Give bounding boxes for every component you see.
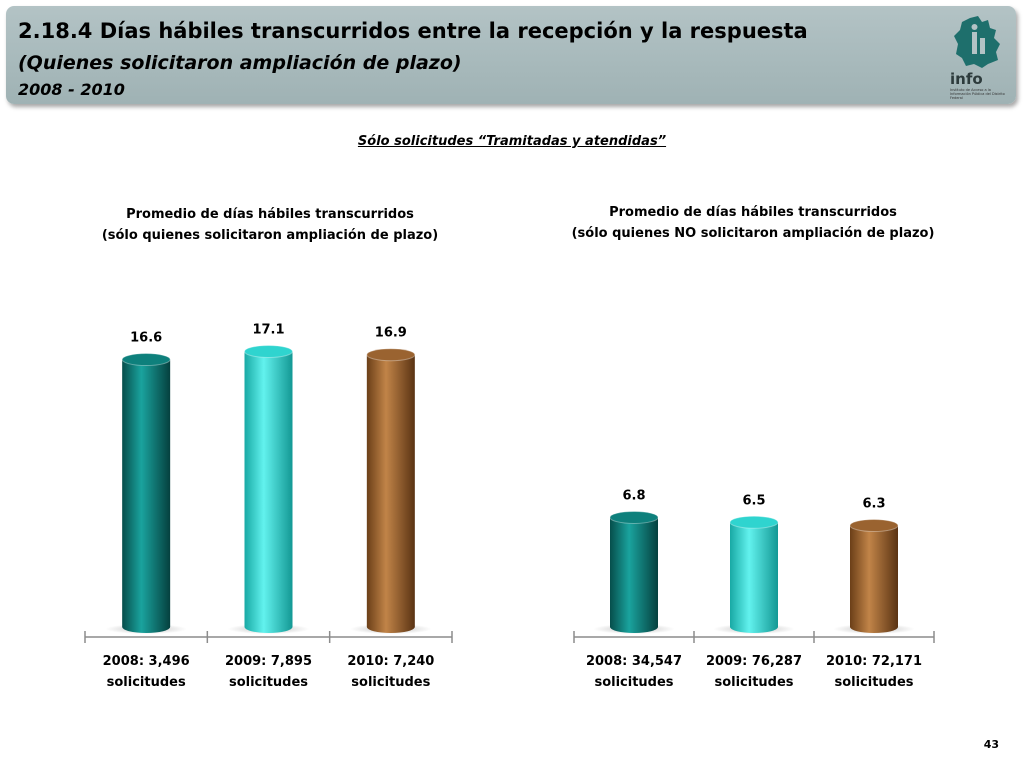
slide-header: 2.18.4 Días hábiles transcurridos entre … (6, 6, 1016, 104)
chart-2-bar (850, 525, 898, 633)
chart-2-data-label: 6.8 (622, 488, 645, 503)
slide-title: 2.18.4 Días hábiles transcurridos entre … (18, 19, 808, 43)
chart-2-title: Promedio de días hábiles transcurridos (… (548, 202, 958, 244)
chart-1-data-label: 17.1 (252, 323, 284, 338)
chart-2-category-sublabel: solicitudes (834, 675, 913, 690)
page-number: 43 (983, 738, 999, 751)
chart-2-data-label: 6.3 (862, 497, 885, 512)
chart-1-category-label: 2009: 7,895 (225, 654, 312, 669)
filter-note: Sólo solicitudes “Tramitadas y atendidas… (357, 134, 667, 149)
chart-2-bar (730, 522, 778, 633)
slide-years: 2008 - 2010 (18, 80, 125, 99)
logo-wordmark: info (950, 70, 983, 88)
chart-2-title-line1: Promedio de días hábiles transcurridos (609, 205, 897, 220)
bar-top-cap (121, 353, 171, 367)
chart-1-title: Promedio de días hábiles transcurridos (… (70, 204, 470, 246)
chart-1-title-line2: (sólo quienes solicitaron ampliación de … (101, 228, 439, 243)
chart-1-category-sublabel: solicitudes (229, 675, 308, 690)
chart-1-category-sublabel: solicitudes (351, 675, 430, 690)
chart-2-category-label: 2009: 76,287 (706, 654, 802, 669)
df-map-icon (954, 16, 1000, 68)
bar-top-cap (244, 345, 293, 358)
chart-2-category-label: 2010: 72,171 (826, 654, 922, 669)
chart-1-category-label: 2010: 7,240 (347, 654, 434, 669)
bar-top-cap (366, 348, 416, 362)
chart-2-data-label: 6.5 (742, 493, 765, 508)
chart-2-category-label: 2008: 34,547 (586, 654, 682, 669)
chart-2-title-line2: (sólo quienes NO solicitaron ampliación … (571, 226, 935, 241)
chart-1-title-line1: Promedio de días hábiles transcurridos (126, 207, 414, 222)
chart-1-bar (122, 359, 171, 633)
bar-top-cap (849, 519, 899, 532)
chart-1-category-sublabel: solicitudes (107, 675, 186, 690)
chart-1-bar (244, 351, 293, 633)
chart-1-category-label: 2008: 3,496 (103, 654, 190, 669)
logo-caption: Instituto de Acceso a la Información Púb… (950, 88, 1005, 100)
chart-1-data-label: 16.9 (375, 326, 407, 341)
bar-top-cap (609, 510, 659, 524)
bar-top-cap (729, 515, 779, 529)
slide-subtitle: (Quienes solicitaron ampliación de plazo… (18, 52, 462, 74)
chart-2-category-sublabel: solicitudes (714, 675, 793, 690)
chart-2-category-sublabel: solicitudes (594, 675, 673, 690)
chart-1-bar (366, 354, 415, 633)
chart-1-data-label: 16.6 (130, 331, 162, 346)
info-df-logo: info Instituto de Acceso a la Informació… (948, 14, 1008, 100)
chart-2-bar (610, 517, 658, 633)
